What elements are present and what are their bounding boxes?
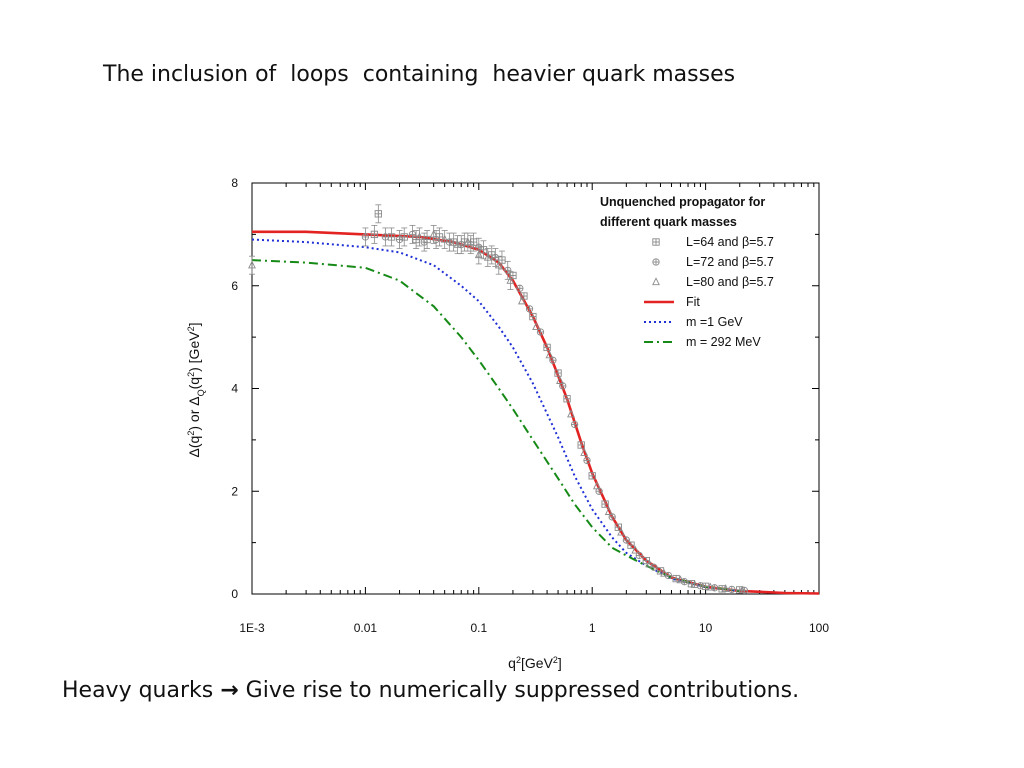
y-tick-label: 6 [231, 279, 238, 293]
data-point [506, 275, 515, 284]
data-point [645, 559, 654, 568]
legend-entry: L=80 and β=5.7 [686, 275, 774, 289]
data-point [440, 234, 449, 243]
data-point [706, 582, 715, 591]
points-layer [248, 204, 749, 595]
data-point [517, 296, 526, 305]
legend-entry: L=64 and β=5.7 [686, 235, 774, 249]
legend-entry: m =1 GeV [686, 315, 743, 329]
x-tick-label: 1 [589, 621, 596, 635]
legend-title-line1: Unquenched propagator for [600, 195, 765, 209]
data-point [631, 545, 640, 554]
y-tick-label: 8 [231, 176, 238, 190]
data-point [474, 250, 483, 259]
data-point [567, 409, 575, 418]
slide-caption: Heavy quarks → Give rise to numerically … [62, 678, 1002, 703]
data-point [415, 232, 424, 241]
legend-entry: Fit [686, 295, 700, 309]
data-point [463, 237, 472, 246]
x-axis-title: q2[GeV2] [508, 655, 562, 671]
y-tick-label: 4 [231, 382, 238, 396]
caption-end: Give rise to numerically suppressed cont… [238, 678, 800, 703]
series-line [251, 238, 740, 592]
x-tick-label: 10 [699, 621, 713, 635]
propagator-chart: 1E-3 0.01 0.1 1 10 100 0 2 4 6 8 Unquenched propag… [186, 176, 829, 671]
data-point [429, 229, 438, 238]
data-point [453, 239, 462, 248]
data-point [592, 481, 601, 490]
data-point [248, 260, 256, 269]
data-point [556, 376, 564, 384]
data-point [652, 277, 660, 286]
data-point [738, 585, 747, 594]
y-axis-title: Δ(q2) or ΔQ(q2) [GeV2] [186, 322, 206, 457]
data-point [532, 322, 541, 331]
legend-entry: L=72 and β=5.7 [686, 255, 774, 269]
x-tick-label: 0.01 [354, 621, 378, 635]
x-tick-label: 100 [809, 621, 829, 635]
legend-title-line2: different quark masses [600, 215, 737, 229]
data-point [676, 575, 685, 584]
data-point [690, 580, 699, 588]
arrow-icon: → [220, 678, 239, 703]
data-point [721, 584, 730, 593]
legend: Unquenched propagator for different quar… [600, 195, 774, 349]
data-point [660, 568, 668, 577]
x-tick-label: 1E-3 [239, 621, 265, 635]
series-line [251, 259, 740, 592]
data-point [604, 507, 613, 515]
legend-entry: m = 292 MeV [686, 335, 761, 349]
data-point [617, 527, 626, 536]
caption-start: Heavy quarks [62, 678, 221, 703]
data-point [483, 252, 492, 261]
data-point [494, 260, 503, 269]
x-tick-label: 0.1 [470, 621, 487, 635]
data-point [580, 448, 589, 456]
y-tick-label: 2 [231, 484, 238, 498]
slide-title: The inclusion of loops containing heavie… [103, 62, 736, 87]
axes-layer: 1E-3 0.01 0.1 1 10 100 0 2 4 6 8 [231, 176, 829, 635]
y-tick-label: 0 [231, 587, 238, 601]
data-point [545, 350, 554, 359]
